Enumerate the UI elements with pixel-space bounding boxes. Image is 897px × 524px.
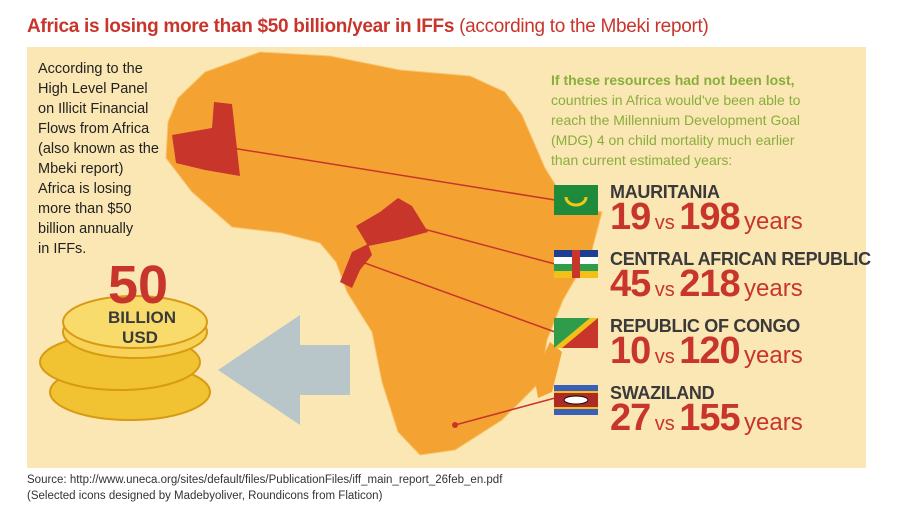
earlier-years: 10 bbox=[610, 330, 651, 372]
left-line: in IFFs. bbox=[38, 241, 87, 257]
title-main: Africa is losing more than $50 billion/y… bbox=[27, 16, 455, 37]
left-line: Flows from Africa bbox=[38, 121, 150, 137]
flag-swaziland bbox=[554, 385, 598, 415]
africa-map bbox=[165, 51, 603, 456]
country-name: CENTRAL AFRICAN REPUBLIC bbox=[610, 249, 871, 269]
intro-line: countries in Africa would've been able t… bbox=[551, 92, 801, 108]
flag-congo bbox=[554, 318, 598, 348]
car-shape bbox=[356, 198, 428, 246]
country-name: MAURITANIA bbox=[610, 182, 720, 202]
arrow bbox=[218, 315, 350, 425]
intro-line: If these resources had not been lost, bbox=[551, 72, 795, 88]
earlier-years: 27 bbox=[610, 397, 651, 439]
left-line: on Illicit Financial bbox=[38, 101, 149, 117]
country-figures: 45 vs 218 years bbox=[610, 263, 803, 306]
left-line: billion annually bbox=[38, 221, 134, 237]
intro-line: reach the Millennium Development Goal bbox=[551, 112, 801, 128]
connector bbox=[231, 147, 556, 201]
connectors bbox=[231, 147, 556, 426]
left-line: more than $50 bbox=[38, 201, 132, 217]
years-unit: years bbox=[744, 275, 803, 302]
left-line: High Level Panel bbox=[38, 81, 148, 97]
intro-line: (MDG) 4 on child mortality much earlier bbox=[551, 132, 795, 148]
connector bbox=[361, 261, 556, 333]
map-art bbox=[39, 51, 603, 456]
vs: vs bbox=[654, 279, 675, 301]
left-line: According to the bbox=[38, 61, 143, 77]
country-figures: 10 vs 120 years bbox=[610, 330, 803, 373]
mauritania-shape bbox=[172, 102, 240, 176]
flag-mauritania bbox=[554, 185, 598, 215]
coins bbox=[39, 295, 211, 421]
source: (Selected icons designed by Madebyoliver… bbox=[27, 490, 383, 502]
madagascar bbox=[534, 342, 562, 398]
earlier-years: 45 bbox=[610, 263, 651, 305]
country-name: REPUBLIC OF CONGO bbox=[610, 316, 800, 336]
years-unit: years bbox=[744, 208, 803, 235]
years-unit: years bbox=[744, 342, 803, 369]
amount-unit: USD bbox=[122, 328, 158, 347]
swaziland-dot bbox=[452, 422, 458, 428]
current-years: 218 bbox=[679, 263, 740, 305]
connector bbox=[419, 227, 556, 265]
country-figures: 19 vs 198 years bbox=[610, 196, 803, 239]
current-years: 198 bbox=[679, 196, 740, 238]
vs: vs bbox=[654, 346, 675, 368]
years-unit: years bbox=[744, 409, 803, 436]
country-name: SWAZILAND bbox=[610, 383, 715, 403]
congo-shape bbox=[340, 244, 372, 288]
left-line: Africa is losing bbox=[38, 181, 132, 197]
title: Africa is losing more than $50 billion/y… bbox=[27, 16, 709, 38]
current-years: 155 bbox=[679, 397, 740, 439]
amount-number: 50 bbox=[108, 255, 169, 315]
intro-line: than current estimated years: bbox=[551, 152, 733, 168]
current-years: 120 bbox=[679, 330, 740, 372]
country-figures: 27 vs 155 years bbox=[610, 397, 803, 440]
source: Source: http://www.uneca.org/sites/defau… bbox=[27, 474, 503, 486]
connector bbox=[454, 397, 556, 426]
vs: vs bbox=[654, 212, 675, 234]
left-line: Mbeki report) bbox=[38, 161, 124, 177]
amount-unit: BILLION bbox=[108, 308, 176, 327]
flag-car bbox=[554, 250, 598, 278]
left-line: (also known as the bbox=[38, 141, 159, 157]
earlier-years: 19 bbox=[610, 196, 651, 238]
title-note: (according to the Mbeki report) bbox=[459, 16, 709, 37]
vs: vs bbox=[654, 413, 675, 435]
panel bbox=[27, 47, 866, 468]
